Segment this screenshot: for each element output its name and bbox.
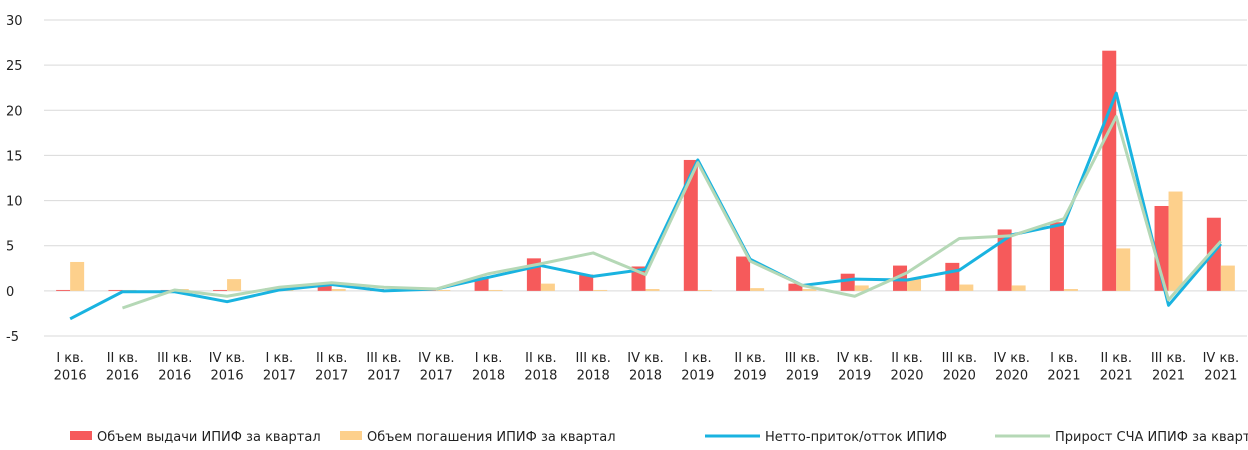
y-tick-label: 0 bbox=[6, 285, 14, 300]
legend-swatch bbox=[70, 431, 92, 440]
bar bbox=[959, 284, 974, 291]
x-tick-label: IV кв. 2016 bbox=[209, 351, 246, 384]
x-tick-label: IV кв. 2017 bbox=[418, 351, 455, 384]
bar bbox=[854, 285, 869, 291]
bar bbox=[697, 289, 712, 291]
bar bbox=[1116, 248, 1131, 291]
x-tick-label: I кв. 2017 bbox=[263, 351, 296, 384]
bar bbox=[540, 283, 555, 291]
bar bbox=[108, 289, 123, 291]
bar bbox=[56, 289, 71, 291]
y-tick-label: 20 bbox=[6, 104, 23, 119]
bar bbox=[802, 289, 817, 291]
bar bbox=[1154, 205, 1169, 291]
x-tick-label: III кв. 2018 bbox=[576, 351, 611, 384]
bar bbox=[645, 289, 660, 291]
line-series bbox=[121, 115, 1222, 310]
legend-label: Нетто-приток/отток ИПИФ bbox=[765, 430, 947, 445]
x-tick-label: II кв. 2018 bbox=[524, 351, 557, 384]
x-tick-label: II кв. 2016 bbox=[106, 351, 139, 384]
bar bbox=[436, 289, 451, 291]
bar bbox=[579, 274, 594, 291]
bar bbox=[1011, 285, 1026, 291]
bar bbox=[907, 278, 922, 291]
bar bbox=[1049, 222, 1064, 291]
y-tick-label: 15 bbox=[6, 149, 23, 164]
x-tick-label: III кв. 2020 bbox=[942, 351, 977, 384]
x-tick-label: IV кв. 2018 bbox=[627, 351, 664, 384]
x-tick-label: II кв. 2017 bbox=[315, 351, 348, 384]
bar bbox=[750, 288, 765, 291]
x-tick-label: IV кв. 2020 bbox=[993, 351, 1030, 384]
y-tick-label: -5 bbox=[6, 330, 19, 345]
y-tick-label: 5 bbox=[6, 240, 14, 255]
x-tick-label: III кв. 2019 bbox=[785, 351, 820, 384]
bar bbox=[1063, 289, 1078, 291]
x-tick-label: III кв. 2021 bbox=[1151, 351, 1186, 384]
bar bbox=[1168, 191, 1183, 291]
x-tick-label: I кв. 2018 bbox=[472, 351, 505, 384]
x-tick-label: IV кв. 2019 bbox=[836, 351, 873, 384]
bar bbox=[1220, 265, 1235, 291]
bar bbox=[945, 262, 960, 291]
y-tick-label: 10 bbox=[6, 195, 23, 210]
x-tick-label: II кв. 2021 bbox=[1100, 351, 1133, 384]
legend-label: Объем погашения ИПИФ за квартал bbox=[367, 430, 616, 445]
x-tick-label: II кв. 2020 bbox=[890, 351, 923, 384]
bar bbox=[840, 273, 855, 291]
x-tick-label: I кв. 2019 bbox=[681, 351, 714, 384]
bar bbox=[331, 289, 346, 291]
x-tick-label: I кв. 2021 bbox=[1047, 351, 1080, 384]
legend-label: Прирост СЧА ИПИФ за квартал bbox=[1055, 430, 1248, 445]
bar bbox=[227, 279, 242, 291]
bar bbox=[213, 289, 228, 291]
legend-label: Объем выдачи ИПИФ за квартал bbox=[97, 430, 321, 445]
x-tick-label: III кв. 2016 bbox=[157, 351, 192, 384]
y-tick-label: 25 bbox=[6, 59, 23, 74]
x-tick-label: IV кв. 2021 bbox=[1203, 351, 1240, 384]
bar bbox=[1102, 50, 1117, 291]
bar bbox=[593, 289, 608, 291]
x-tick-label: I кв. 2016 bbox=[54, 351, 87, 384]
bar bbox=[683, 159, 698, 291]
y-tick-label: 30 bbox=[6, 14, 23, 29]
bar bbox=[893, 265, 908, 291]
bar bbox=[70, 261, 85, 291]
x-tick-label: II кв. 2019 bbox=[734, 351, 767, 384]
bar bbox=[997, 229, 1012, 291]
bar bbox=[488, 289, 503, 291]
bar bbox=[736, 256, 751, 291]
bar bbox=[317, 283, 332, 291]
x-tick-label: III кв. 2017 bbox=[366, 351, 401, 384]
bar bbox=[788, 283, 803, 291]
legend-swatch bbox=[340, 431, 362, 440]
